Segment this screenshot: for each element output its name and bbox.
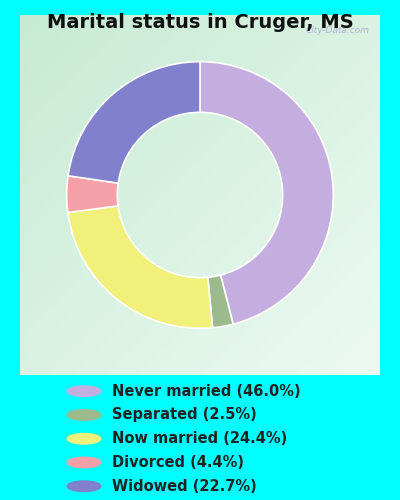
Wedge shape xyxy=(68,62,200,183)
Text: Marital status in Cruger, MS: Marital status in Cruger, MS xyxy=(47,12,353,32)
Text: City-Data.com: City-Data.com xyxy=(305,26,369,35)
Circle shape xyxy=(67,410,101,420)
Circle shape xyxy=(67,434,101,444)
Text: Now married (24.4%): Now married (24.4%) xyxy=(112,431,287,446)
Text: Widowed (22.7%): Widowed (22.7%) xyxy=(112,479,257,494)
Circle shape xyxy=(67,481,101,492)
Wedge shape xyxy=(208,275,233,328)
Wedge shape xyxy=(200,62,333,324)
Text: Separated (2.5%): Separated (2.5%) xyxy=(112,408,257,422)
Wedge shape xyxy=(68,206,212,328)
Text: Divorced (4.4%): Divorced (4.4%) xyxy=(112,455,244,470)
Text: Never married (46.0%): Never married (46.0%) xyxy=(112,384,301,399)
Circle shape xyxy=(67,386,101,396)
Wedge shape xyxy=(67,176,118,212)
Circle shape xyxy=(67,457,101,468)
